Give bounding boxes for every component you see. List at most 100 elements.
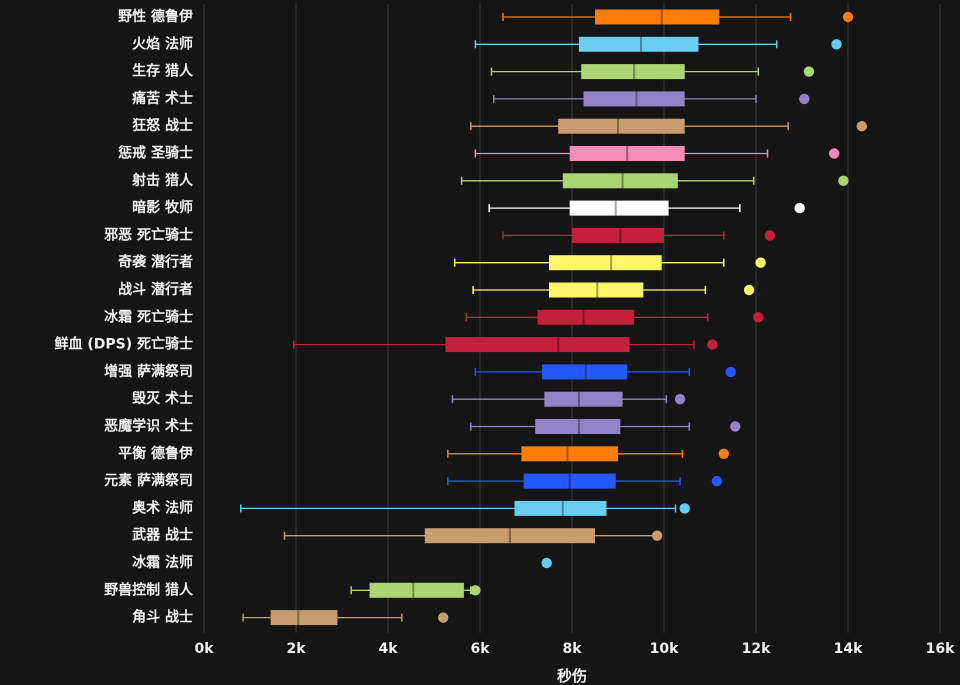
y-category-label: 奥术 法师 [132,499,193,516]
box-rect [549,255,662,271]
y-category-label: 狂怒 战士 [132,117,193,134]
box-item [474,146,840,161]
box-rect [558,118,685,134]
box-item [465,309,764,325]
x-tick-label: 12k [742,641,771,657]
box-item [447,446,729,462]
x-tick-label: 2k [286,641,306,657]
outlier-point [842,11,854,23]
box-rect [569,200,669,216]
outlier-point [651,530,663,541]
box-item [472,282,755,298]
y-category-label: 角斗 战士 [132,609,193,626]
outlier-point [438,612,449,623]
outlier-point [679,503,690,514]
x-tick-label: 4k [378,641,398,657]
box-rect [521,446,618,462]
box-rect [562,173,678,189]
box-item [490,64,815,80]
y-category-label: 恶魔学识 术士 [104,418,193,435]
y-category-label: 射击 猎人 [131,172,194,189]
y-category-label: 武器 战士 [132,527,193,544]
y-category-label: 痛苦 术士 [131,90,193,107]
outlier-point [725,366,736,378]
box-item [470,419,741,434]
x-tick-label: 6k [470,641,490,657]
box-item [283,528,663,544]
outlier-point [743,284,755,296]
box-item [451,391,686,407]
box-item [453,255,766,271]
outlier-point [831,39,842,50]
box-rect [581,64,685,80]
box-item [493,91,810,107]
box-item [447,473,723,489]
y-category-label: 野兽控制 猎人 [104,581,194,598]
y-category-label: 惩戒 圣骑士 [118,145,193,162]
y-category-label: 鲜血 (DPS) 死亡骑士 [54,336,193,353]
y-category-label: 火焰 法师 [132,35,193,52]
y-category-label: 生存 猎人 [132,63,194,80]
y-category-label: 元素 萨满祭司 [104,472,193,489]
x-tick-label: 14k [834,641,863,657]
box-item [350,582,481,598]
y-category-label: 冰霜 法师 [132,554,193,571]
box-rect [578,36,699,52]
box-rect [537,309,635,325]
y-category-label: 野性 德鲁伊 [118,8,193,25]
box-rect [535,419,621,434]
outlier-point [803,66,815,77]
box-series [240,9,867,626]
x-tick-label: 16k [926,641,955,657]
outlier-point [753,312,764,323]
box-rect [544,391,623,407]
box-rect [595,9,720,25]
x-axis-title: 秒伤 [557,667,587,685]
box-item [488,200,805,216]
box-rect [569,146,685,161]
y-category-label: 奇袭 潜行者 [118,254,193,271]
y-category-label: 暗影 牧师 [132,199,193,216]
box-rect [572,227,664,243]
box-rect [583,91,685,107]
box-item [502,227,775,243]
box-rect [369,582,464,598]
box-rect [270,610,338,626]
box-item [292,337,718,353]
outlier-point [730,421,741,432]
box-item [474,364,736,380]
box-item [242,610,449,626]
outlier-point [799,93,810,105]
box-rect [445,337,630,353]
box-rect [523,473,616,489]
box-item [502,9,854,25]
x-tick-label: 0k [194,641,214,657]
box-rect [424,528,595,544]
x-tick-label: 10k [650,641,679,657]
box-item [240,500,690,516]
outlier-point [794,202,805,214]
outlier-point [755,257,766,268]
outlier-point [856,121,867,132]
y-category-label: 冰霜 死亡骑士 [104,308,193,325]
outlier-point [764,230,775,241]
outlier-point [470,585,481,596]
y-category-label: 平衡 德鲁伊 [118,445,193,462]
y-category-label: 毁灭 术士 [132,390,193,407]
box-item [470,118,867,134]
box-rect [514,500,607,516]
box-item [460,173,849,189]
outlier-point [711,475,723,487]
box-rect [542,364,628,380]
outlier-point [829,148,840,159]
outlier-point [707,339,718,350]
outlier-point [674,394,686,405]
y-category-label: 增强 萨满祭司 [104,363,193,380]
y-category-label: 战斗 潜行者 [118,281,193,298]
outlier-point [838,175,849,186]
box-item [541,557,552,569]
y-category-label: 邪恶 死亡骑士 [103,226,193,243]
x-axis-ticks: 0k 2k 4k 6k 8k 10k 12k 14k 16k [194,641,955,657]
